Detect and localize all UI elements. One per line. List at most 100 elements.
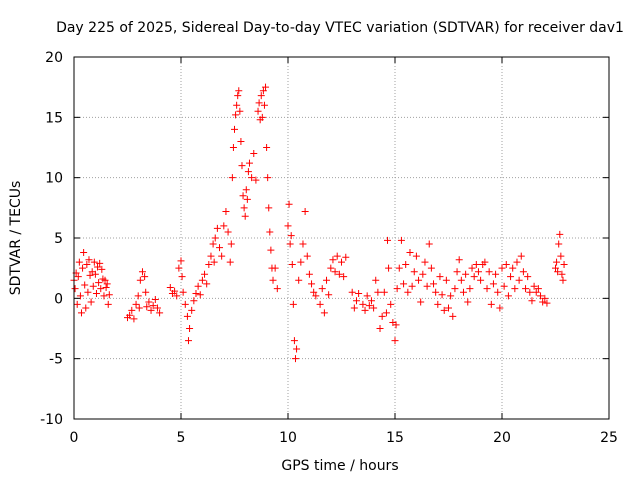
x-tick-labels: 0 5 10 15 20 25: [70, 430, 618, 446]
data-point: [380, 288, 388, 296]
data-point: [289, 300, 297, 308]
grid-lines: [74, 57, 609, 419]
data-point: [82, 304, 90, 312]
data-point: [233, 101, 241, 109]
data-point: [338, 258, 345, 266]
data-point: [250, 150, 258, 158]
data-point: [522, 285, 530, 293]
data-point: [459, 288, 467, 296]
data-point: [89, 282, 97, 290]
data-point: [316, 300, 324, 308]
data-point: [263, 144, 271, 151]
data-point: [323, 276, 331, 284]
data-point: [287, 232, 295, 240]
data-point: [262, 83, 270, 91]
data-point: [423, 282, 431, 290]
data-point: [284, 222, 292, 230]
data-point: [303, 252, 311, 260]
data-point: [310, 288, 318, 296]
data-point: [126, 311, 134, 319]
data-point: [286, 240, 294, 248]
data-point: [265, 204, 273, 212]
data-point: [472, 261, 480, 269]
data-point: [552, 264, 559, 272]
x-tick-label: 20: [493, 430, 511, 446]
data-point: [494, 288, 502, 296]
data-point: [517, 252, 525, 260]
data-point: [90, 258, 98, 266]
data-point: [436, 273, 444, 281]
data-point: [370, 304, 378, 312]
data-point: [402, 261, 410, 269]
data-point: [408, 282, 416, 290]
data-point: [305, 270, 313, 278]
data-point: [556, 230, 564, 238]
data-point: [427, 264, 435, 272]
data-point: [130, 315, 138, 323]
data-point: [229, 144, 237, 151]
data-point: [395, 264, 403, 272]
data-point: [190, 297, 198, 305]
data-point: [100, 292, 108, 300]
y-tick-label: 15: [45, 110, 63, 126]
data-point: [181, 300, 189, 308]
data-point: [136, 276, 144, 284]
data-point: [419, 270, 427, 278]
data-point: [236, 107, 244, 115]
data-point: [335, 270, 343, 278]
data-point: [184, 337, 192, 345]
data-point: [560, 261, 568, 269]
data-point: [333, 252, 341, 260]
data-point: [205, 261, 213, 269]
data-point: [271, 264, 279, 272]
data-point: [453, 268, 461, 276]
data-point: [477, 276, 485, 284]
data-point: [455, 256, 463, 264]
data-point: [331, 268, 339, 276]
data-point: [348, 288, 356, 296]
data-point: [410, 268, 418, 276]
data-point: [412, 252, 420, 260]
data-point: [526, 288, 534, 296]
data-point: [228, 174, 236, 182]
data-point: [415, 276, 423, 284]
data-point: [487, 300, 495, 308]
data-point: [507, 273, 515, 281]
data-point: [138, 268, 146, 276]
data-point: [470, 273, 478, 281]
data-point: [226, 258, 234, 266]
data-point: [342, 253, 350, 261]
data-point: [515, 276, 523, 284]
y-tick-label: -5: [49, 352, 63, 368]
data-point: [196, 291, 204, 299]
data-point: [537, 292, 545, 300]
data-point: [285, 200, 293, 208]
data-point: [101, 276, 109, 284]
data-point: [84, 288, 92, 296]
data-point: [430, 280, 438, 288]
data-point: [203, 280, 211, 288]
data-point: [128, 306, 136, 314]
data-point: [156, 309, 164, 317]
data-point: [367, 297, 375, 305]
data-point: [242, 186, 250, 194]
data-point: [74, 273, 82, 281]
data-point: [312, 292, 320, 300]
data-point: [220, 222, 228, 230]
data-point: [539, 298, 547, 306]
x-tick-label: 10: [279, 430, 297, 446]
data-point: [269, 276, 277, 284]
data-point: [77, 309, 85, 317]
x-tick-label: 5: [177, 430, 186, 446]
data-point: [241, 212, 249, 220]
data-point: [558, 270, 566, 278]
data-point: [318, 285, 326, 293]
data-point: [481, 258, 489, 266]
data-point: [183, 312, 191, 320]
data-point: [188, 306, 196, 314]
data-point: [177, 257, 185, 265]
data-point: [329, 256, 337, 264]
data-point: [175, 264, 183, 272]
data-point: [290, 337, 298, 345]
